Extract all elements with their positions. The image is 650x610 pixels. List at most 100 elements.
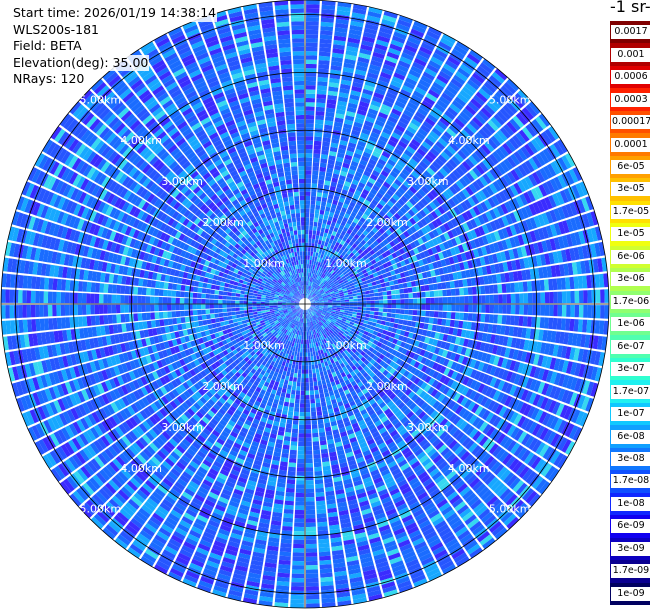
range-bin [529, 365, 537, 378]
range-bin [308, 339, 312, 344]
range-bin [192, 292, 198, 298]
range-bin [279, 331, 284, 337]
range-bin [150, 304, 155, 312]
range-bin [99, 315, 105, 325]
range-bin [305, 463, 313, 468]
range-bin [435, 403, 444, 412]
range-bin [326, 499, 336, 505]
range-bin [449, 426, 459, 436]
range-bin [421, 310, 426, 317]
range-bin [475, 322, 481, 331]
range-bin [316, 346, 320, 351]
range-bin [197, 293, 202, 299]
range-bin [381, 404, 389, 412]
range-bin [234, 409, 242, 416]
range-bin [515, 304, 520, 315]
range-bin [245, 484, 256, 491]
range-bin [324, 347, 329, 353]
range-bin [386, 331, 392, 337]
range-bin [205, 299, 210, 304]
range-bin [496, 345, 503, 356]
range-bin [248, 292, 254, 296]
range-bin [552, 317, 558, 330]
range-bin [372, 349, 378, 355]
range-bin [316, 311, 321, 315]
range-bin [346, 335, 352, 340]
range-bin [548, 468, 560, 482]
range-bin [357, 365, 363, 372]
range-bin [126, 480, 138, 492]
range-bin [446, 335, 453, 343]
range-bin [246, 381, 253, 388]
range-bin [539, 317, 545, 329]
range-bin [347, 396, 354, 403]
range-bin [183, 451, 194, 460]
range-bin [273, 451, 281, 457]
range-bin [392, 433, 401, 441]
range-bin [295, 330, 298, 335]
range-bin [406, 337, 412, 344]
range-bin [408, 304, 414, 310]
range-bin [350, 418, 358, 425]
range-bin [154, 509, 167, 520]
range-bin [237, 556, 250, 564]
range-bin [179, 474, 190, 484]
range-bin [219, 317, 225, 322]
range-bin [253, 495, 264, 502]
range-bin [162, 304, 168, 311]
range-bin [86, 293, 91, 304]
range-bin [574, 378, 582, 392]
range-bin [260, 308, 266, 311]
range-bin [240, 445, 249, 453]
range-bin [322, 409, 328, 415]
range-bin [338, 368, 344, 374]
range-bin [375, 371, 382, 378]
range-bin [227, 453, 237, 461]
range-bin [266, 353, 272, 359]
range-bin [362, 412, 370, 420]
range-bin [149, 494, 161, 505]
range-bin [420, 335, 426, 343]
range-bin [376, 387, 383, 395]
range-bin [347, 332, 353, 338]
range-bin [426, 330, 432, 337]
range-bin [521, 363, 529, 375]
range-bin [39, 291, 44, 303]
range-bin [472, 462, 483, 474]
range-bin [263, 566, 277, 573]
range-bin [281, 530, 293, 536]
range-bin [30, 290, 36, 303]
range-bin [299, 352, 303, 357]
range-bin [302, 309, 304, 314]
range-bin [373, 552, 387, 561]
range-bin [557, 359, 565, 372]
range-bin [269, 305, 274, 308]
range-bin [435, 372, 443, 381]
range-bin [373, 339, 379, 346]
range-bin [496, 485, 509, 498]
range-bin [248, 572, 262, 579]
range-bin [413, 484, 424, 494]
range-bin [454, 372, 462, 382]
range-bin [300, 326, 303, 332]
range-bin [413, 304, 418, 310]
range-bin [368, 329, 375, 334]
range-bin [65, 279, 71, 291]
range-bin [270, 379, 276, 385]
range-bin [327, 511, 338, 518]
range-bin [493, 378, 502, 389]
range-bin [326, 320, 331, 324]
range-bin [338, 332, 343, 337]
range-bin [318, 384, 323, 390]
range-bin [305, 446, 313, 451]
range-bin [477, 361, 485, 372]
range-bin [354, 452, 363, 460]
range-bin [312, 315, 316, 320]
range-bin [292, 338, 296, 343]
range-bin [549, 304, 554, 317]
range-bin [541, 355, 548, 368]
range-bin [386, 341, 392, 347]
range-bin [520, 449, 531, 462]
range-bin [258, 474, 268, 481]
